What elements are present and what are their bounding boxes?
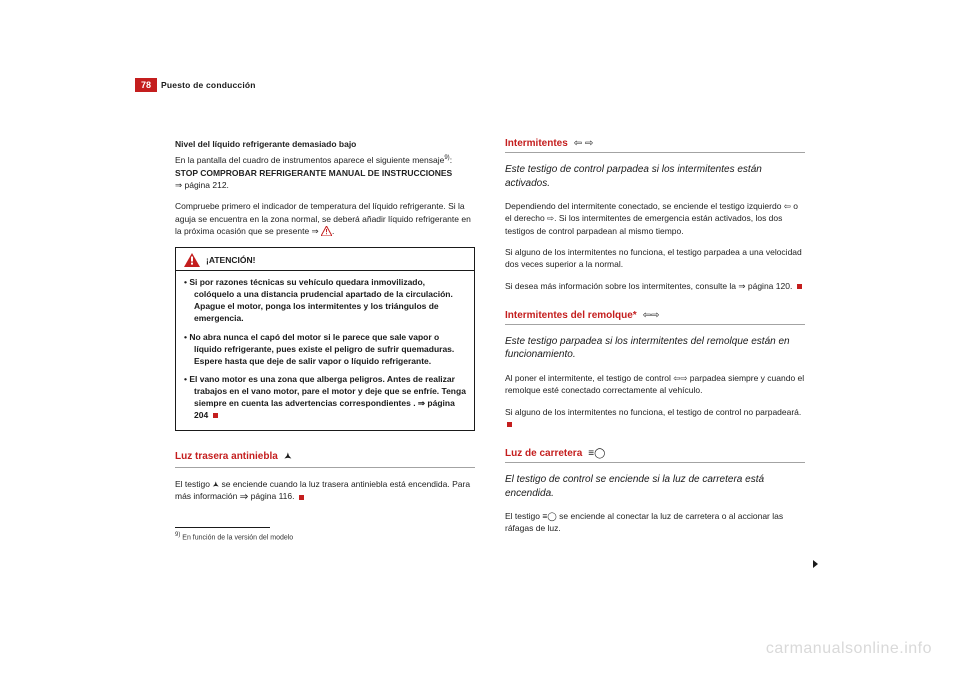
end-block-icon xyxy=(213,413,218,418)
trailer-indicators-p2: Si alguno de los intermitentes no funcio… xyxy=(505,406,805,431)
footnote-9-marker: 9) xyxy=(175,532,180,538)
high-beam-icon: ≡◯ xyxy=(588,448,605,459)
trailer-indicators-p2-text: Si alguno de los intermitentes no funcio… xyxy=(505,407,801,417)
high-beam-lead: El testigo de control se enciende si la … xyxy=(505,473,805,500)
rear-fog-heading: Luz trasera antiniebla 🟂 xyxy=(175,449,475,468)
rear-fog-icon: 🟂 xyxy=(284,449,292,464)
attention-item-2: • No abra nunca el capó del motor si le … xyxy=(184,332,466,368)
indicators-icon: ⇦ ⇨ xyxy=(574,138,594,149)
end-block-icon xyxy=(299,495,304,500)
page-number-badge: 78 xyxy=(135,78,157,92)
trailer-indicators-icon: ⇦⇨ xyxy=(643,310,660,321)
high-beam-heading: Luz de carretera ≡◯ xyxy=(505,448,805,463)
high-beam-p: El testigo ≡◯ se enciende al conectar la… xyxy=(505,510,805,535)
left-column: Nivel del líquido refrigerante demasiado… xyxy=(175,138,475,544)
trailer-indicators-p1: Al poner el intermitente, el testigo de … xyxy=(505,372,805,397)
attention-body: • Si por razones técnicas su vehículo qu… xyxy=(176,271,474,430)
content-columns: Nivel del líquido refrigerante demasiado… xyxy=(175,138,805,544)
page-header: 78 Puesto de conducción xyxy=(135,78,825,92)
indicators-p2: Si alguno de los intermitentes no funcio… xyxy=(505,246,805,271)
watermark: carmanualsonline.info xyxy=(766,640,932,658)
attention-item-1: • Si por razones técnicas su vehículo qu… xyxy=(184,277,466,325)
end-block-icon xyxy=(507,422,512,427)
trailer-indicators-lead: Este testigo parpadea si los intermitent… xyxy=(505,335,805,362)
indicators-title: Intermitentes xyxy=(505,138,568,149)
footnote-rule xyxy=(175,527,270,528)
coolant-low-p1a: En la pantalla del cuadro de instrumento… xyxy=(175,155,444,165)
indicators-p3-text: Si desea más información sobre los inter… xyxy=(505,281,792,291)
end-block-icon xyxy=(797,284,802,289)
coolant-low-p1: En la pantalla del cuadro de instrumento… xyxy=(175,154,475,191)
coolant-low-p2: Compruebe primero el indicador de temper… xyxy=(175,200,475,237)
indicators-p1: Dependiendo del intermitente conectado, … xyxy=(505,200,805,237)
attention-item-3-text: • El vano motor es una zona que alberga … xyxy=(184,374,466,420)
indicators-lead: Este testigo de control parpadea si los … xyxy=(505,163,805,190)
attention-triangle-icon xyxy=(184,253,200,267)
attention-title: ¡ATENCIÓN! xyxy=(206,255,255,265)
indicators-p3: Si desea más información sobre los inter… xyxy=(505,280,805,292)
attention-header: ¡ATENCIÓN! xyxy=(176,248,474,270)
coolant-page-ref-212: ⇒ página 212. xyxy=(175,180,229,190)
continuation-arrow-icon xyxy=(813,560,818,568)
attention-item-3: • El vano motor es una zona que alberga … xyxy=(184,374,466,422)
footnote-9-text: En función de la versión del modelo xyxy=(182,534,293,541)
indicators-heading: Intermitentes ⇦ ⇨ xyxy=(505,138,805,153)
coolant-low-p1b: : xyxy=(450,155,452,165)
rear-fog-p: El testigo 🟂 se enciende cuando la luz t… xyxy=(175,478,475,503)
rear-fog-title: Luz trasera antiniebla xyxy=(175,451,278,462)
footnote-9: 9) En función de la versión del modelo xyxy=(175,532,475,541)
attention-box: ¡ATENCIÓN! • Si por razones técnicas su … xyxy=(175,247,475,431)
trailer-indicators-heading: Intermitentes del remolque* ⇦⇨ xyxy=(505,310,805,325)
warning-triangle-icon xyxy=(321,226,332,236)
chapter-title: Puesto de conducción xyxy=(161,80,256,90)
rear-fog-p-text: El testigo 🟂 se enciende cuando la luz t… xyxy=(175,479,470,501)
coolant-stop-msg: STOP COMPROBAR REFRIGERANTE MANUAL DE IN… xyxy=(175,168,452,178)
high-beam-title: Luz de carretera xyxy=(505,448,582,459)
coolant-low-heading: Nivel del líquido refrigerante demasiado… xyxy=(175,138,475,150)
right-column: Intermitentes ⇦ ⇨ Este testigo de contro… xyxy=(505,138,805,544)
trailer-indicators-title: Intermitentes del remolque* xyxy=(505,310,637,321)
